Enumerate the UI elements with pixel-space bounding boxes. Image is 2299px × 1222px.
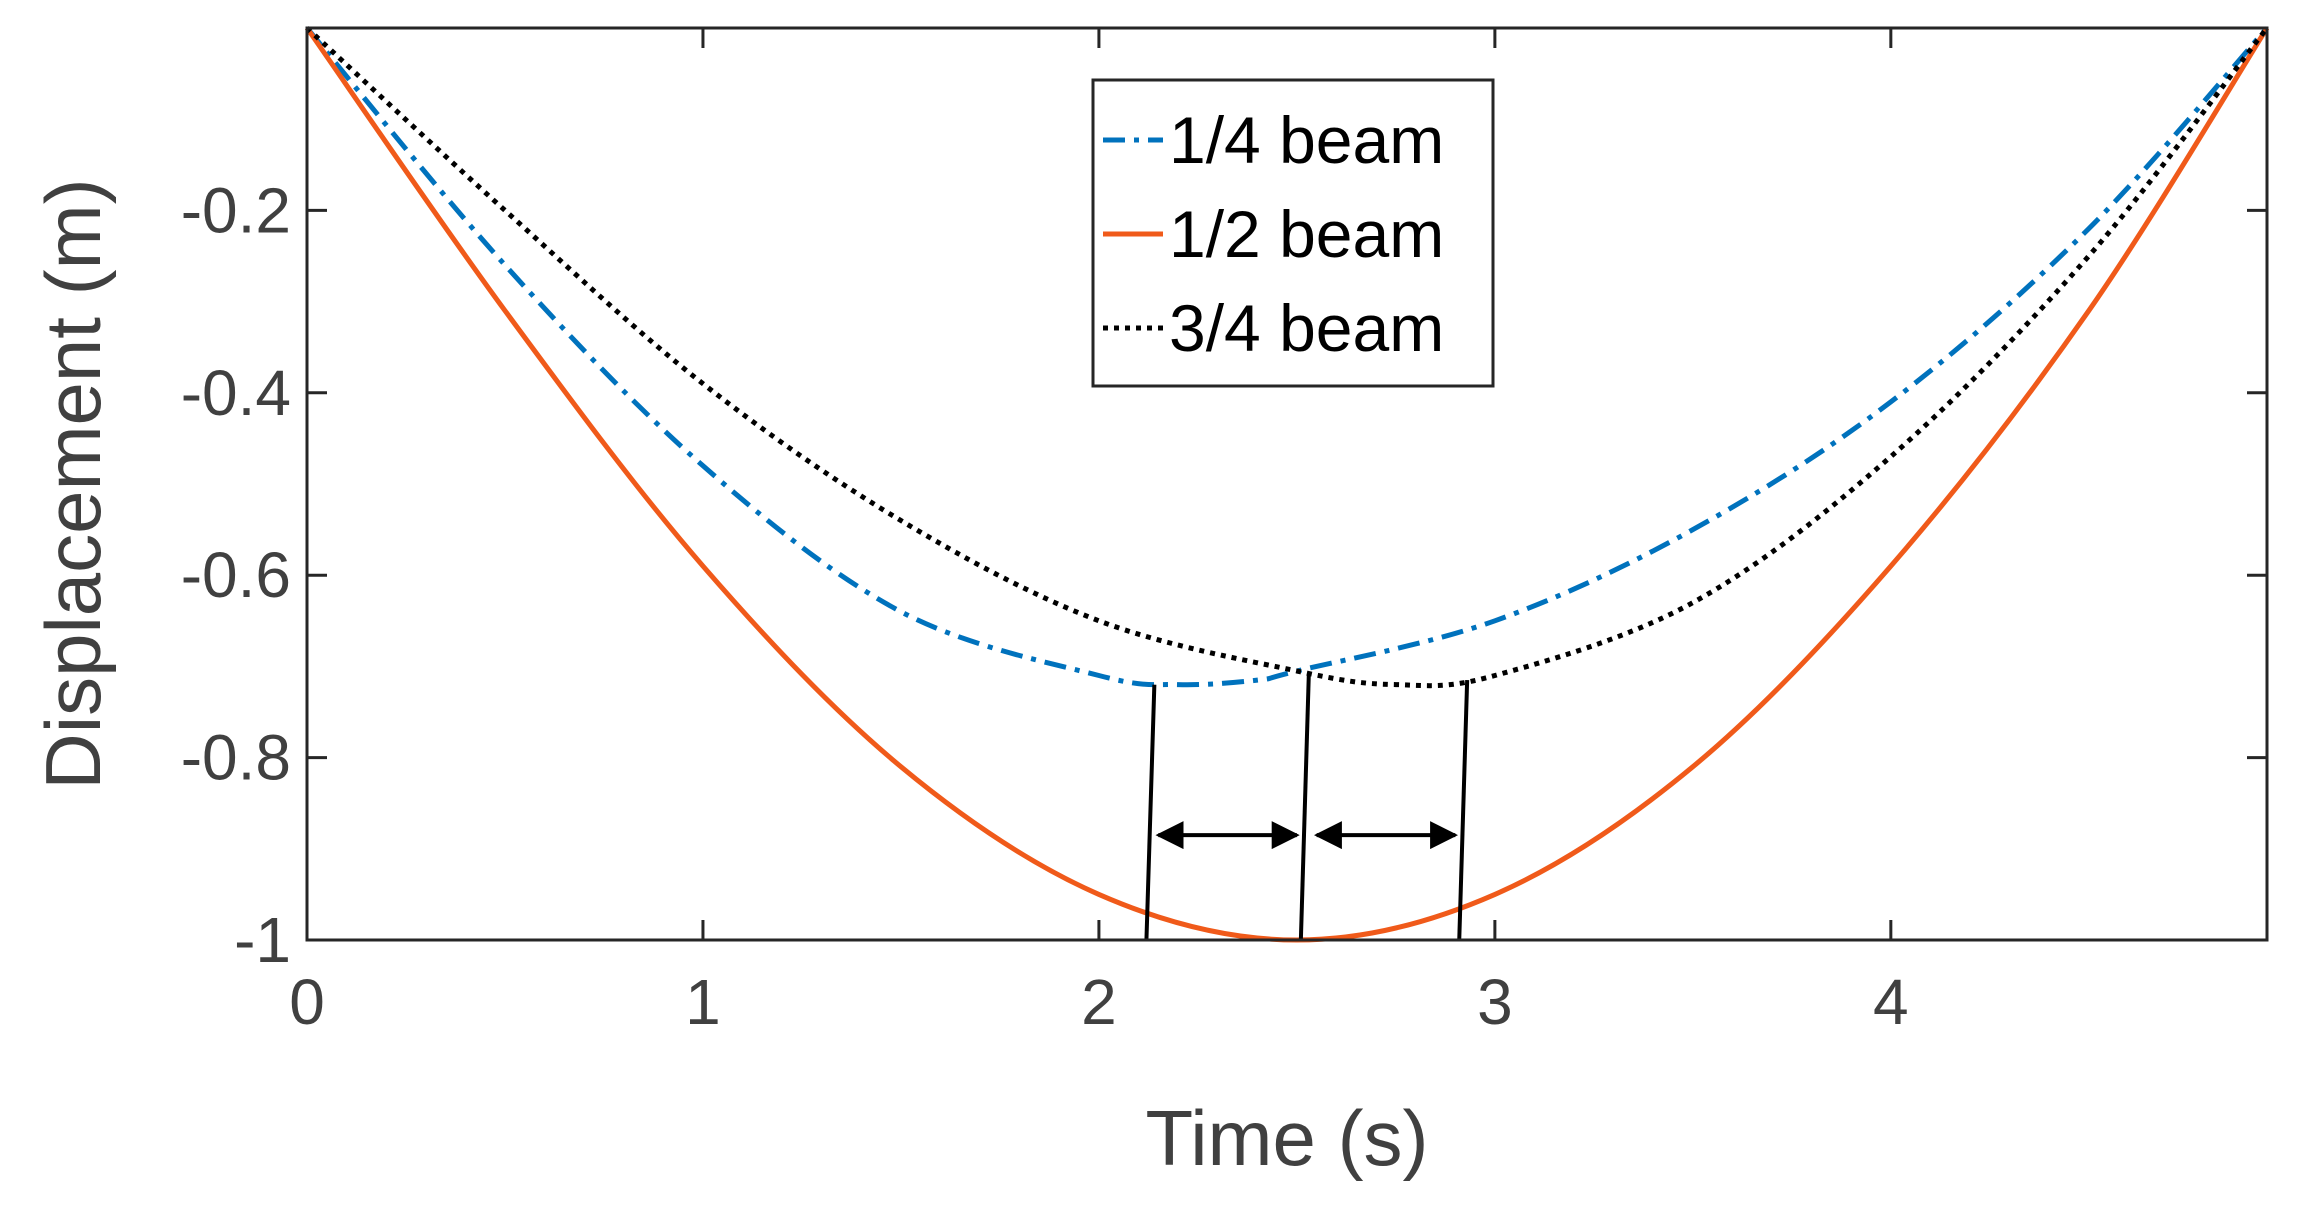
x-tick-label-2: 2 bbox=[1081, 966, 1117, 1038]
legend: 1/4 beam 1/2 beam 3/4 beam bbox=[1091, 78, 1495, 388]
annotation-vertical-line-2 bbox=[1457, 680, 1470, 941]
y-tick-label-1: -0.8 bbox=[181, 722, 291, 794]
x-axis-label: Time (s) bbox=[1145, 1094, 1428, 1182]
x-tick-label-3: 3 bbox=[1477, 966, 1513, 1038]
y-tick-label-4: -0.2 bbox=[181, 174, 291, 246]
plot-area-frame bbox=[305, 26, 2269, 942]
x-tick-label-4: 4 bbox=[1873, 966, 1909, 1038]
y-tick-label-0: -1 bbox=[234, 904, 291, 976]
y-tick-label-2: -0.6 bbox=[181, 539, 291, 611]
x-tick-label-0: 0 bbox=[289, 966, 325, 1038]
series-line-0 bbox=[305, 26, 2269, 688]
series-line-2 bbox=[305, 26, 2269, 689]
annotation-layer bbox=[1144, 675, 1470, 941]
y-tick-label-3: -0.4 bbox=[181, 357, 291, 429]
tick-labels: 0 1 2 3 4 -1 -0.8 -0.6 -0.4 -0.2 bbox=[181, 174, 1909, 1038]
annotation-vertical-line-1 bbox=[1298, 675, 1311, 941]
y-axis-label: Displacement (m) bbox=[29, 178, 117, 789]
legend-label-0: 1/4 beam bbox=[1169, 103, 1444, 177]
legend-label-1: 1/2 beam bbox=[1169, 197, 1444, 271]
x-tick-label-1: 1 bbox=[685, 966, 721, 1038]
annotation-vertical-line-0 bbox=[1144, 684, 1157, 941]
legend-label-2: 3/4 beam bbox=[1169, 291, 1444, 365]
